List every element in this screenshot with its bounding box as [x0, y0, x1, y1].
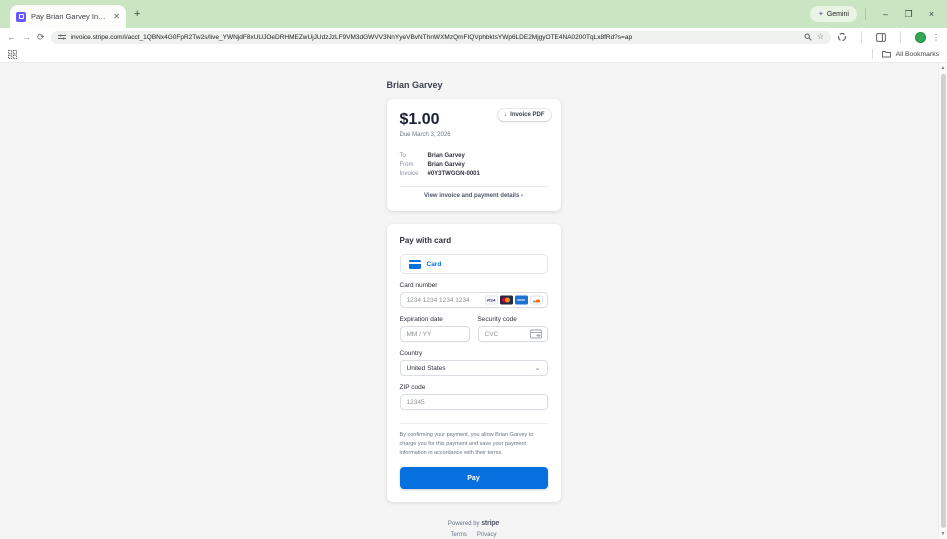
site-info-icon[interactable] [57, 33, 66, 41]
card-brand-icons: VISA [484, 295, 543, 305]
security-code-field-wrap [477, 326, 548, 342]
pay-with-card-heading: Pay with card [399, 236, 452, 245]
bookmarks-bar: All Bookmarks [0, 46, 947, 63]
new-tab-button[interactable]: + [134, 8, 141, 20]
mastercard-icon [499, 295, 513, 305]
zip-code-input[interactable] [400, 395, 547, 409]
discover-icon [529, 295, 543, 305]
browser-menu-icon[interactable]: ⋮ [932, 32, 940, 42]
country-select[interactable]: United States ⌄ [399, 360, 548, 376]
chevron-right-icon: › [520, 193, 523, 199]
invoice-row-label: To [399, 153, 406, 159]
stripe-wordmark[interactable]: stripe [481, 520, 500, 528]
gemini-label: Gemini [826, 10, 849, 18]
invoice-amount: $1.00 [399, 111, 440, 128]
forward-icon[interactable]: → [22, 31, 31, 42]
gemini-spark-icon: ✦ [817, 11, 824, 18]
bookmark-star-icon[interactable]: ☆ [816, 32, 824, 41]
extension-icon[interactable] [837, 32, 847, 42]
expiration-label: Expiration date [399, 316, 443, 323]
amex-icon [514, 295, 528, 305]
credit-card-icon [408, 259, 421, 269]
invoice-row-value: Brian Garvey [427, 153, 465, 159]
invoice-divider [399, 186, 548, 187]
browser-tab[interactable]: Pay Brian Garvey Invoice #0Y3TWGGN-0001 … [10, 5, 126, 28]
view-details-label: View invoice and payment details [424, 193, 520, 199]
view-details-link[interactable]: View invoice and payment details › [400, 187, 548, 203]
zip-code-label: ZIP code [399, 384, 426, 391]
cvc-card-icon [529, 329, 542, 339]
side-panel-icon[interactable] [876, 32, 886, 42]
card-number-field-wrap: VISA [399, 292, 548, 308]
all-bookmarks-button[interactable]: All Bookmarks [871, 49, 939, 59]
security-code-input[interactable] [478, 327, 547, 341]
bookmarks-separator [871, 49, 873, 59]
url-text[interactable]: invoice.stripe.com/i/acct_1QBNx4G0FpR2Tw… [70, 33, 633, 41]
tab-close-icon[interactable]: ✕ [113, 12, 120, 21]
back-icon[interactable]: ← [7, 31, 16, 42]
privacy-link[interactable]: Privacy [476, 532, 497, 539]
browser-toolbar: ← → ⟳ invoice.stripe.com/i/acct_1QBNx4G0… [0, 28, 947, 46]
download-icon: ↓ [504, 112, 508, 118]
title-bar: Pay Brian Garvey Invoice #0Y3TWGGN-0001 … [0, 0, 947, 28]
chevron-down-icon: ⌄ [534, 364, 541, 372]
card-method-label: Card [426, 260, 442, 268]
invoice-row-value: #0Y3TWGGN-0001 [427, 171, 480, 177]
payment-disclaimer: By confirming your payment, you allow Br… [399, 432, 534, 456]
country-value: United States [406, 364, 446, 372]
invoice-row-to: To Brian Garvey [400, 153, 548, 159]
maximize-button[interactable]: ❐ [904, 8, 913, 19]
form-divider [399, 423, 548, 424]
payment-card: Pay with card Card Card number VISA [386, 224, 561, 503]
security-code-label: Security code [477, 316, 517, 323]
apps-grid-icon[interactable] [8, 49, 17, 59]
search-icon[interactable] [804, 33, 812, 41]
expiration-field-wrap [399, 326, 470, 342]
invoice-due-date: Due March 3, 2026 [399, 132, 451, 138]
folder-icon [881, 51, 891, 58]
invoice-pdf-button[interactable]: ↓ Invoice PDF [498, 109, 551, 121]
terms-link[interactable]: Terms [450, 532, 467, 539]
invoice-row-value: Brian Garvey [427, 162, 465, 168]
invoice-row-number: Invoice #0Y3TWGGN-0001 [400, 171, 548, 177]
page-scrollbar[interactable]: ▲ ▼ [938, 63, 947, 539]
stripe-invoice-favicon-icon [16, 11, 26, 22]
invoice-summary-card: $1.00 Due March 3, 2026 ↓ Invoice PDF To… [386, 99, 561, 211]
card-number-label: Card number [399, 282, 438, 289]
pay-button[interactable]: Pay [399, 467, 548, 490]
invoice-row-label: Invoice [399, 171, 419, 177]
page-viewport: Brian Garvey $1.00 Due March 3, 2026 ↓ I… [0, 63, 947, 539]
page-footer: Powered by stripe Terms Privacy [387, 520, 561, 538]
gemini-button[interactable]: ✦ Gemini [809, 6, 857, 22]
profile-avatar[interactable] [915, 31, 926, 43]
country-label: Country [399, 350, 423, 357]
invoice-row-from: From Brian Garvey [400, 162, 548, 168]
scroll-down-icon[interactable]: ▼ [940, 531, 946, 537]
scrollbar-thumb[interactable] [940, 74, 946, 528]
scroll-up-icon[interactable]: ▲ [940, 65, 946, 71]
invoice-pdf-label: Invoice PDF [510, 112, 545, 118]
tab-title: Pay Brian Garvey Invoice #0Y3TWGGN-0001 [31, 12, 108, 21]
reload-icon[interactable]: ⟳ [37, 31, 45, 42]
close-button[interactable]: × [928, 9, 935, 19]
toolbar-separator [861, 31, 862, 43]
all-bookmarks-label: All Bookmarks [895, 50, 939, 58]
merchant-name: Brian Garvey [386, 80, 443, 90]
expiration-input[interactable] [400, 327, 469, 341]
zip-field-wrap [399, 394, 548, 410]
titlebar-separator [865, 8, 866, 20]
toolbar-separator-2 [900, 31, 901, 43]
invoice-row-label: From [399, 162, 414, 168]
powered-by-label: Powered by [447, 521, 480, 528]
minimize-button[interactable]: – [882, 9, 888, 19]
payment-method-card-option[interactable]: Card [399, 254, 548, 274]
visa-icon: VISA [484, 295, 498, 305]
address-bar[interactable]: invoice.stripe.com/i/acct_1QBNx4G0FpR2Tw… [50, 30, 831, 44]
